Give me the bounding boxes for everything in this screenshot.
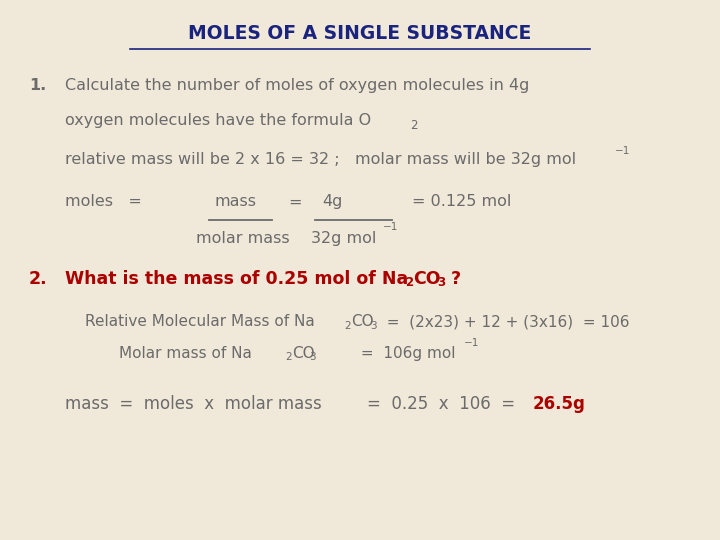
Text: CO: CO xyxy=(292,346,315,361)
Text: What is the mass of 0.25 mol of Na: What is the mass of 0.25 mol of Na xyxy=(65,270,408,288)
Text: −1: −1 xyxy=(383,222,398,233)
Text: Relative Molecular Mass of Na: Relative Molecular Mass of Na xyxy=(85,314,315,329)
Text: −1: −1 xyxy=(615,146,630,156)
Text: 2: 2 xyxy=(410,119,418,132)
Text: mass  =  moles  x  molar mass: mass = moles x molar mass xyxy=(65,395,322,413)
Text: mass: mass xyxy=(215,194,256,210)
Text: molar mass: molar mass xyxy=(196,231,289,246)
Text: =  106g mol: = 106g mol xyxy=(317,346,455,361)
Text: =: = xyxy=(288,194,302,210)
Text: −1: −1 xyxy=(464,338,479,348)
Text: oxygen molecules have the formula O: oxygen molecules have the formula O xyxy=(65,113,371,129)
Text: 2: 2 xyxy=(285,352,292,362)
Text: 3: 3 xyxy=(437,276,445,289)
Text: 2: 2 xyxy=(344,321,351,331)
Text: relative mass will be 2 x 16 = 32 ;   molar mass will be 32g mol: relative mass will be 2 x 16 = 32 ; mola… xyxy=(65,152,576,167)
Text: 4g: 4g xyxy=(323,194,343,210)
Text: 3: 3 xyxy=(310,352,316,362)
Text: Calculate the number of moles of oxygen molecules in 4g: Calculate the number of moles of oxygen … xyxy=(65,78,529,93)
Text: MOLES OF A SINGLE SUBSTANCE: MOLES OF A SINGLE SUBSTANCE xyxy=(189,24,531,43)
Text: 32g mol: 32g mol xyxy=(311,231,377,246)
Text: = 0.125 mol: = 0.125 mol xyxy=(412,194,511,210)
Text: =  (2x23) + 12 + (3x16)  = 106: = (2x23) + 12 + (3x16) = 106 xyxy=(377,314,630,329)
Text: 3: 3 xyxy=(370,321,377,331)
Text: Molar mass of Na: Molar mass of Na xyxy=(119,346,252,361)
Text: 2: 2 xyxy=(405,276,413,289)
Text: ?: ? xyxy=(445,270,461,288)
Text: 2.: 2. xyxy=(29,270,48,288)
Text: CO: CO xyxy=(351,314,374,329)
Text: 1.: 1. xyxy=(29,78,46,93)
Text: CO: CO xyxy=(413,270,441,288)
Text: =  0.25  x  106  =: = 0.25 x 106 = xyxy=(367,395,516,413)
Text: moles   =: moles = xyxy=(65,194,142,210)
Text: 26.5g: 26.5g xyxy=(533,395,585,413)
